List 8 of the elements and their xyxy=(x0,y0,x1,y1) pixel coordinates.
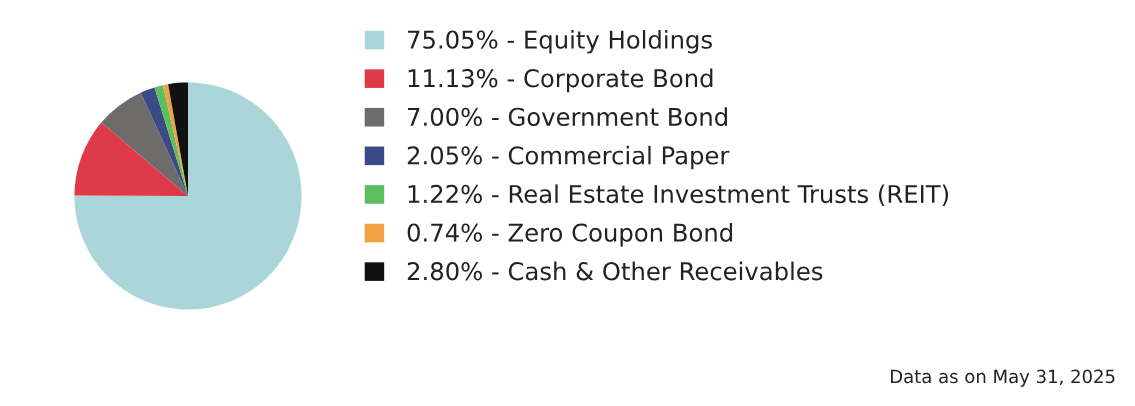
legend-label: 2.05% - Commercial Paper xyxy=(407,145,730,170)
text: Data as on May 31, 2025 xyxy=(891,369,1115,387)
legend-label: 75.05% - Equity Holdings xyxy=(408,30,712,54)
legend-label: 0.74% - Zero Coupon Bond xyxy=(407,222,732,247)
legend-label: 2.80% - Cash & Other Receivables xyxy=(407,261,823,281)
legend-label: 1.22% - Real Estate Investment Trusts (REIT) xyxy=(408,184,949,207)
legend-label: 7.00% - Government Bond xyxy=(408,107,727,127)
legend-label: 11.13% - Corporate Bond xyxy=(408,68,713,93)
